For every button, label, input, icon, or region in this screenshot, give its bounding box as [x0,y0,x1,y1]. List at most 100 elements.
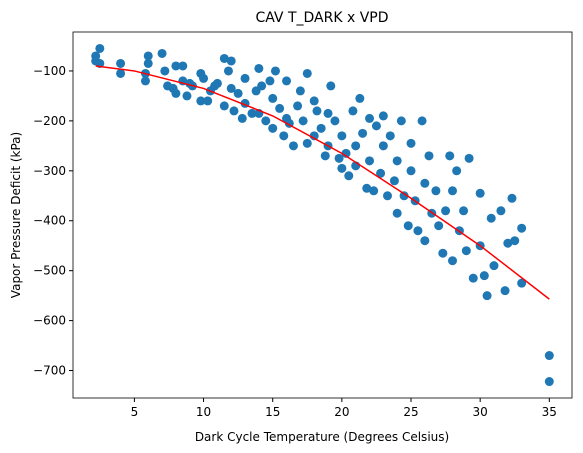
point [302,138,312,148]
point [199,73,209,83]
point [392,208,402,218]
chart-title: CAV T_DARK x VPD [255,10,388,26]
point [279,131,289,141]
point [479,271,489,281]
point [464,153,474,163]
point [510,236,520,246]
point [424,151,434,161]
point [226,83,236,93]
point [116,58,126,68]
point [143,58,153,68]
point [468,273,478,283]
point [247,108,257,118]
x-tick-label: 10 [196,405,211,419]
point [298,116,308,126]
point [413,226,423,236]
point [385,131,395,141]
point [282,76,292,86]
point [312,106,322,116]
y-axis-label: Vapor Pressure Deficit (kPa) [9,132,23,298]
plot-frame [72,31,573,399]
point [448,186,458,196]
point [254,63,264,73]
point [507,193,517,203]
point [288,141,298,151]
point [475,188,485,198]
point [420,236,430,246]
point [420,178,430,188]
x-tick-label: 30 [473,405,488,419]
y-tick-label: −700 [33,364,66,378]
point [517,278,527,288]
point [229,106,239,116]
point [265,76,275,86]
x-tick-label: 20 [334,405,349,419]
x-tick-label: 5 [131,405,139,419]
point [452,166,462,176]
point [496,206,506,216]
point [441,206,451,216]
point [268,123,278,133]
point [396,116,406,126]
point [337,163,347,173]
point [459,206,469,216]
point [257,81,267,91]
point [320,151,330,161]
point [171,61,181,71]
point [348,106,358,116]
x-tick-label: 15 [265,405,280,419]
point [344,171,354,181]
point [323,108,333,118]
point [371,121,381,131]
point [275,103,285,113]
point [330,116,340,126]
point [503,238,513,248]
point [448,256,458,266]
point [431,186,441,196]
point [544,351,554,361]
y-tick-label: −100 [33,64,66,78]
point [461,246,471,256]
y-tick-label: −500 [33,264,66,278]
point [389,176,399,186]
point [486,213,496,223]
point [434,221,444,231]
point [95,43,105,53]
point [157,48,167,58]
point [293,101,303,111]
point [268,93,278,103]
point [223,66,233,76]
point [417,116,427,126]
point [309,131,319,141]
point [378,141,388,151]
point [406,138,416,148]
point [365,113,375,123]
point [362,183,372,193]
point [482,291,492,301]
x-tick-label: 25 [403,405,418,419]
point [240,73,250,83]
y-tick-label: −300 [33,164,66,178]
point [392,156,402,166]
point [378,111,388,121]
point [365,156,375,166]
point [160,66,170,76]
point [544,377,554,387]
point [237,113,247,123]
point [517,223,527,233]
point [399,191,409,201]
point [355,93,365,103]
point [261,116,271,126]
point [270,66,280,76]
point [369,186,379,196]
point [358,128,368,138]
point [140,76,150,86]
x-tick-label: 35 [542,405,557,419]
point [326,81,336,91]
point [302,68,312,78]
point [309,96,319,106]
point [316,123,326,133]
point [212,78,222,88]
point [383,191,393,201]
point [226,56,236,66]
